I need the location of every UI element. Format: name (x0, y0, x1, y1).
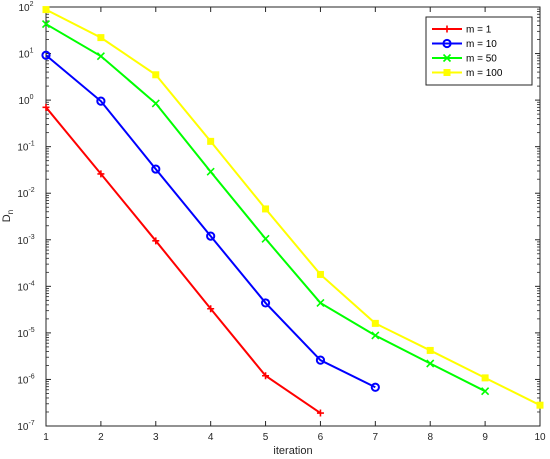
y-tick-label-base: 10 (18, 96, 30, 107)
y-axis-label-main: D (1, 214, 13, 222)
x-tick-label: 10 (534, 432, 546, 443)
data-point-marker (207, 305, 215, 313)
x-tick-label: 5 (263, 432, 269, 443)
y-tick-label-base: 10 (17, 375, 29, 386)
data-point-marker (96, 96, 106, 106)
legend-item: m = 50 (432, 54, 497, 65)
y-tick-label-exponent: -1 (28, 141, 34, 148)
data-point-marker (262, 205, 270, 213)
x-tick-label: 6 (318, 432, 324, 443)
data-point-marker (97, 34, 105, 42)
legend-item: m = 10 (432, 38, 497, 50)
series-line (45, 106, 322, 414)
legend-item: m = 1 (432, 25, 492, 36)
series-1 (42, 103, 324, 417)
data-point-marker (426, 359, 435, 368)
y-tick-label-base: 10 (18, 3, 30, 14)
data-point-marker (151, 99, 160, 108)
x-tick-label: 9 (482, 432, 488, 443)
y-tick-label: 10-1 (17, 141, 34, 154)
data-point-marker (207, 137, 215, 145)
y-tick-label-base: 10 (18, 50, 30, 61)
y-tick-label: 101 (18, 48, 33, 61)
data-point-marker (206, 167, 215, 176)
data-point-marker (261, 234, 270, 243)
x-tick-label: 2 (98, 432, 104, 443)
legend: m = 1 m = 10 m = 50 m = 100 (425, 16, 533, 86)
data-point-marker (536, 401, 544, 409)
y-tick-label: 10-4 (17, 280, 34, 293)
y-tick-label-base: 10 (17, 329, 29, 340)
data-point-marker (481, 374, 489, 382)
y-tick-label: 10-5 (17, 327, 34, 340)
data-point-marker (442, 53, 452, 63)
data-point-marker (316, 270, 324, 278)
data-point-marker (481, 387, 490, 396)
data-point-marker (443, 69, 451, 76)
data-point-marker (316, 298, 325, 307)
x-tick-label: 3 (153, 432, 159, 443)
x-tick-label: 1 (43, 432, 49, 443)
y-tick-label-base: 10 (17, 422, 29, 433)
y-tick-label-base: 10 (17, 143, 29, 154)
y-tick-label: 102 (18, 1, 33, 14)
series-line (45, 8, 541, 407)
series-3 (41, 19, 490, 396)
y-axis-label: Dn (1, 210, 15, 222)
y-tick-label-exponent: -7 (28, 420, 34, 427)
data-point-marker (41, 19, 51, 29)
legend-label: m = 50 (466, 54, 497, 65)
data-point-marker (97, 170, 105, 178)
legend-label: m = 10 (466, 39, 497, 50)
y-tick-label: 10-3 (17, 234, 34, 247)
y-tick-label-base: 10 (17, 236, 29, 247)
y-tick-label-exponent: -6 (28, 373, 34, 380)
series-2 (41, 50, 380, 392)
y-tick-label: 10-7 (17, 420, 34, 433)
data-point-marker (206, 231, 216, 241)
series-4 (42, 6, 544, 409)
y-tick-label: 10-2 (17, 187, 34, 200)
y-tick-label-exponent: 0 (30, 94, 34, 101)
legend-item: m = 100 (432, 68, 503, 79)
y-tick-label-exponent: 2 (30, 1, 34, 8)
data-point-marker (42, 6, 50, 14)
y-tick-label: 100 (18, 94, 33, 107)
y-axis-label-subscript: n (6, 210, 15, 214)
x-tick-label: 8 (427, 432, 433, 443)
y-axis-label-group: Dn (1, 210, 15, 222)
legend-label: m = 1 (466, 25, 492, 36)
x-tick-label: 7 (373, 432, 379, 443)
data-point-marker (262, 372, 270, 380)
data-point-marker (443, 25, 451, 33)
series-layer (41, 6, 544, 417)
y-tick-label-exponent: 1 (30, 48, 34, 55)
y-tick-label-exponent: -2 (28, 187, 34, 194)
data-point-marker (370, 382, 380, 392)
y-tick-label: 10-6 (17, 373, 34, 386)
legend-label: m = 100 (466, 68, 503, 79)
data-point-marker (152, 237, 160, 245)
y-tick-label-base: 10 (17, 189, 29, 200)
x-axis-label: iteration (273, 445, 312, 457)
y-tick-label-exponent: -5 (28, 327, 34, 334)
y-tick-label-exponent: -4 (28, 280, 34, 287)
x-tick-label: 4 (208, 432, 214, 443)
data-point-marker (42, 103, 50, 111)
data-point-marker (315, 355, 326, 365)
series-line (45, 54, 376, 389)
data-point-marker (371, 319, 379, 327)
data-point-marker (371, 331, 380, 340)
data-point-marker (426, 346, 434, 354)
y-tick-label-exponent: -3 (28, 234, 34, 241)
data-point-marker (151, 164, 161, 174)
y-tick-label-base: 10 (17, 282, 29, 293)
data-point-marker (316, 409, 324, 417)
data-point-marker (96, 52, 105, 61)
data-point-marker (152, 71, 160, 79)
data-point-marker (442, 38, 452, 49)
data-point-marker (41, 50, 51, 60)
data-point-marker (260, 298, 271, 308)
